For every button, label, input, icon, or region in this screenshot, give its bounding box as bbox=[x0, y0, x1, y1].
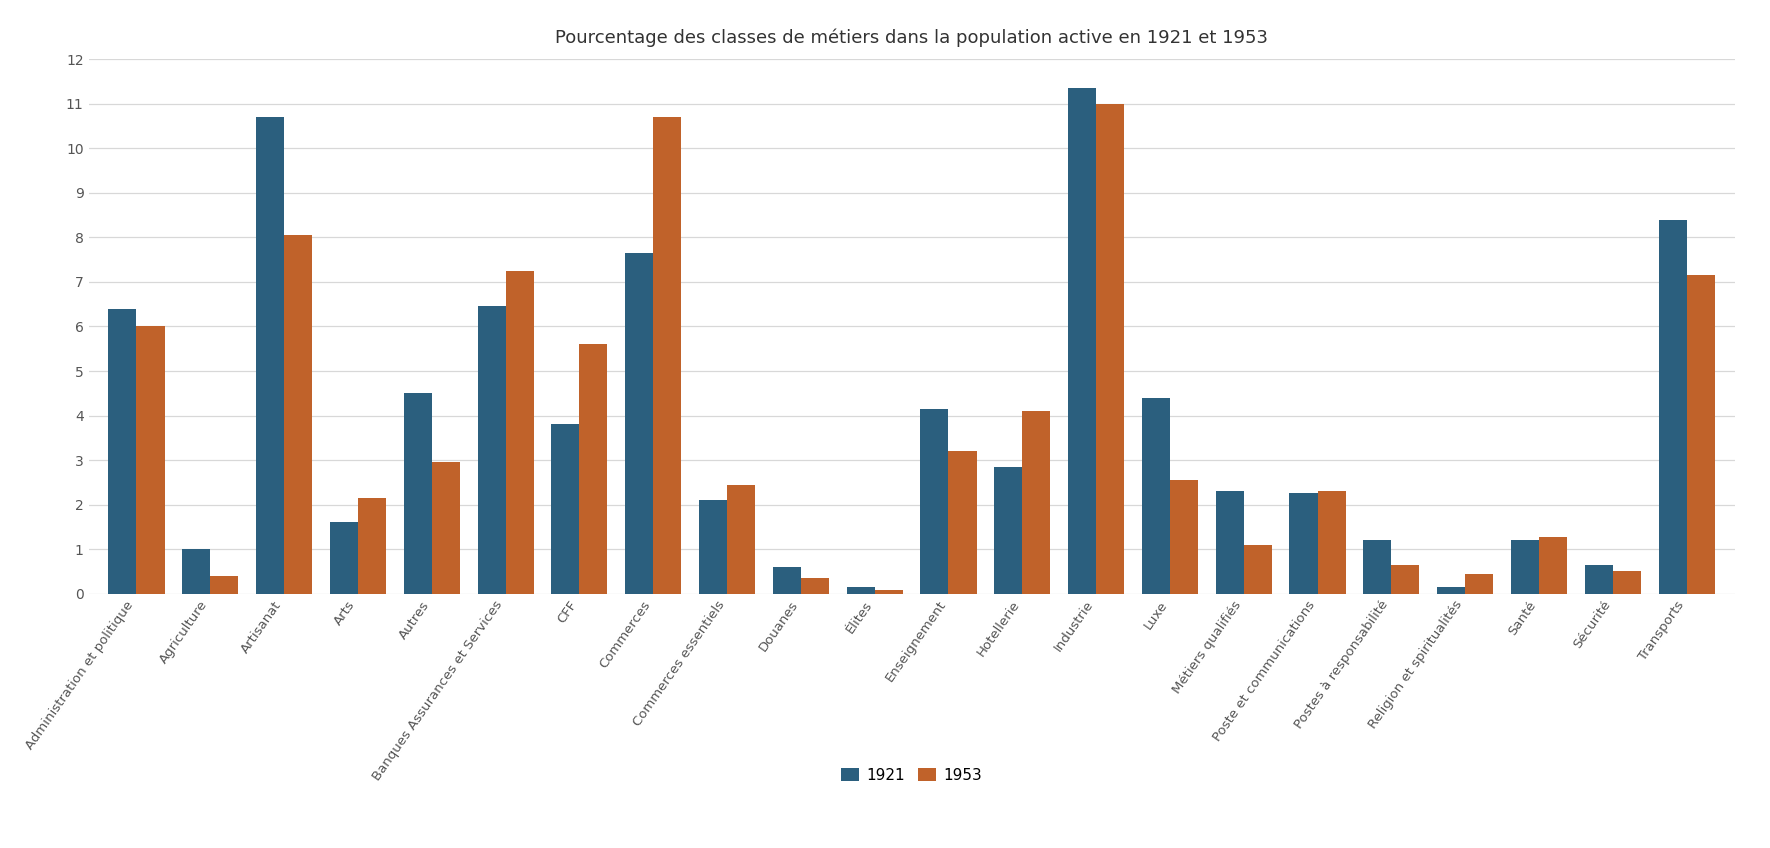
Bar bbox=[1538, 537, 1566, 594]
Bar bbox=[995, 466, 1023, 594]
Bar bbox=[1584, 565, 1612, 594]
Bar bbox=[1290, 494, 1317, 594]
Bar bbox=[211, 576, 239, 594]
Legend: 1921, 1953: 1921, 1953 bbox=[835, 762, 988, 789]
Bar bbox=[727, 484, 756, 594]
Bar bbox=[506, 271, 533, 594]
Bar bbox=[874, 590, 903, 594]
Bar bbox=[1658, 220, 1687, 594]
Bar bbox=[1363, 540, 1391, 594]
Bar bbox=[1216, 491, 1244, 594]
Bar bbox=[358, 498, 386, 594]
Bar bbox=[108, 309, 136, 594]
Bar bbox=[1317, 491, 1345, 594]
Bar bbox=[285, 235, 312, 594]
Bar bbox=[625, 253, 653, 594]
Bar bbox=[182, 550, 211, 594]
Bar bbox=[1067, 88, 1096, 594]
Bar bbox=[478, 306, 506, 594]
Bar bbox=[653, 117, 681, 594]
Bar bbox=[846, 587, 874, 594]
Bar bbox=[1023, 411, 1050, 594]
Bar bbox=[432, 462, 460, 594]
Bar bbox=[136, 326, 165, 594]
Bar bbox=[1142, 398, 1170, 594]
Bar bbox=[1437, 587, 1466, 594]
Bar bbox=[329, 522, 358, 594]
Bar bbox=[257, 117, 285, 594]
Bar bbox=[1612, 572, 1641, 594]
Bar bbox=[800, 578, 828, 594]
Bar bbox=[1170, 480, 1198, 594]
Bar bbox=[1687, 276, 1715, 594]
Bar bbox=[579, 344, 607, 594]
Bar bbox=[404, 393, 432, 594]
Bar bbox=[1244, 544, 1273, 594]
Bar bbox=[920, 409, 949, 594]
Bar bbox=[1512, 540, 1538, 594]
Bar bbox=[550, 425, 579, 594]
Title: Pourcentage des classes de métiers dans la population active en 1921 et 1953: Pourcentage des classes de métiers dans … bbox=[556, 28, 1267, 47]
Bar bbox=[1466, 573, 1494, 594]
Bar bbox=[773, 567, 800, 594]
Bar bbox=[1391, 565, 1420, 594]
Bar bbox=[949, 451, 977, 594]
Bar bbox=[699, 500, 727, 594]
Bar bbox=[1096, 104, 1124, 594]
